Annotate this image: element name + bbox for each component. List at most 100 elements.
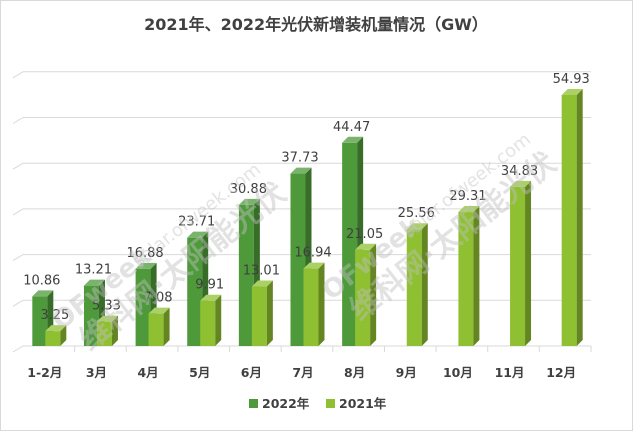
bar-top [251,280,273,287]
bar-top [96,315,118,322]
bar [561,88,583,346]
bar-top [148,307,170,314]
bar-front [458,212,474,346]
bar [148,307,170,346]
x-tick-label: 8月 [344,365,365,380]
data-label: 10.86 [23,273,60,288]
legend-swatch [326,399,335,408]
bar-side [318,262,325,346]
x-tick-label: 3月 [86,365,107,380]
grid-diagonal [12,345,24,353]
bar-side [576,88,583,346]
bar-front [355,249,371,346]
data-labels: 10.86 3.25 13.21 5.33 16.88 7.08 23.71 9.91 30.8… [23,72,590,323]
bar-top [187,231,209,238]
x-tick-label: 4月 [137,365,158,380]
bar-top [45,325,67,332]
bar-front [148,313,164,346]
data-label: 25.56 [398,206,435,221]
x-tick-label: 10月 [443,365,473,380]
bar-side [111,315,118,346]
bar-front [342,142,358,346]
data-label: 16.94 [294,246,331,261]
bar-front [303,268,319,346]
bar-top [510,180,532,187]
grid-diagonal [12,71,24,79]
x-axis-ticks: 1-2月 3月 4月 5月 6月 7月 8月 9月 10月 11月 12月 [27,346,592,380]
bar-top [342,136,364,143]
bar-front [83,285,99,346]
data-label: 23.71 [178,215,215,230]
bar [458,206,480,346]
bar-front [510,186,526,346]
bar-top [200,294,222,301]
bar [96,315,118,346]
bar-top [238,198,260,205]
bar-front [251,286,267,346]
data-label: 13.21 [75,263,112,278]
bar-side [525,180,532,346]
data-label: 5.33 [92,299,121,314]
data-label: 7.08 [144,291,173,306]
bar-front [290,173,306,346]
bar-top [458,206,480,213]
bar-top [561,88,583,95]
x-tick-label: 7月 [292,365,313,380]
bar-top [406,223,428,230]
bar-front [561,94,577,346]
data-label: 16.88 [126,246,163,261]
data-label: 44.47 [333,120,370,135]
bar-side [266,280,273,346]
bar-top [290,167,312,174]
bar [303,262,325,346]
data-label: 13.01 [243,264,280,279]
bar [355,243,377,346]
x-tick-label: 6月 [241,365,262,380]
bar-side [473,206,480,346]
bar-side [215,294,222,346]
data-label: 3.25 [40,308,69,323]
x-tick-label: 9月 [396,365,417,380]
legend: 2022年 2021年 [249,396,387,411]
bar [45,325,67,346]
bar-side [421,223,428,346]
bar-top [303,262,325,269]
bar [200,294,222,346]
data-label: 37.73 [281,151,318,166]
grid-diagonal [12,208,24,216]
x-tick-label: 12月 [546,365,576,380]
bar-side [163,307,170,346]
x-tick-label: 1-2月 [27,365,62,380]
grid-diagonal [12,117,24,124]
bar-front [238,204,254,346]
bar-top [32,290,54,297]
bar-side [60,325,67,346]
bar [32,290,54,346]
data-label: 30.88 [230,182,267,197]
chart-title: 2021年、2022年光伏新增装机量情况（GW） [144,15,488,34]
bar [406,223,428,346]
grid-diagonal [12,299,24,307]
data-label: 21.05 [346,227,383,242]
bar-front [32,296,48,346]
legend-label: 2021年 [339,396,387,411]
data-label: 9.91 [195,278,224,293]
bar [251,280,273,346]
bar-front [406,229,422,346]
data-label: 54.93 [553,72,590,87]
grid-diagonal [12,162,24,170]
bar-top [83,279,105,286]
bar-front [135,268,151,346]
bar-front [187,237,203,346]
grid-diagonal [12,254,24,262]
x-tick-label: 11月 [495,365,525,380]
legend-swatch [249,399,258,408]
bar-front [96,321,112,346]
bar-front [200,300,216,346]
x-tick-label: 5月 [189,365,210,380]
data-label: 34.83 [501,164,538,179]
bar-top [135,262,157,269]
legend-label: 2022年 [262,396,310,411]
